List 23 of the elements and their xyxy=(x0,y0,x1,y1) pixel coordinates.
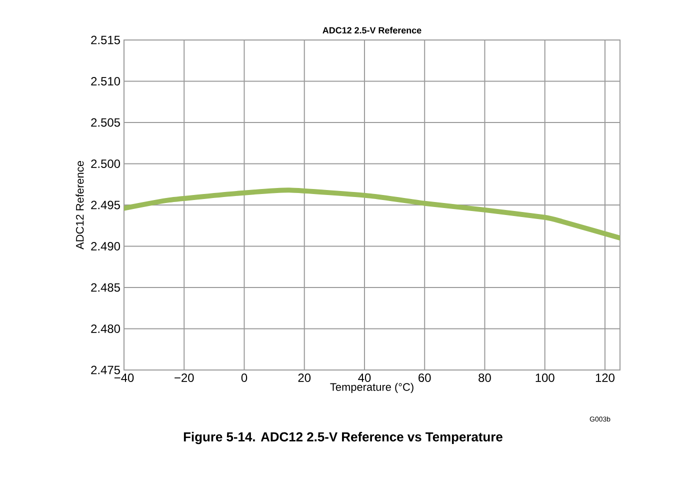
caption: Figure 5-14. ADC12 2.5-V Reference vs Temperature xyxy=(184,432,502,444)
x-tick-label: 40 xyxy=(358,374,371,382)
x-tick-label: 0 xyxy=(241,374,248,382)
x-tick-label: 80 xyxy=(478,374,491,382)
y-tick-label: 2.495 xyxy=(91,200,120,210)
x-tick-label: 120 xyxy=(596,374,614,382)
y-axis-title: ADC12 Reference xyxy=(76,161,84,250)
x-tick-label: 20 xyxy=(298,374,311,382)
y-tick-label: 2.485 xyxy=(91,283,120,292)
y-tick-label: 2.490 xyxy=(91,242,120,250)
x-tick-label: −20 xyxy=(174,374,194,382)
y-tick-label: 2.500 xyxy=(91,160,120,168)
y-tick-label: 2.480 xyxy=(91,324,120,333)
line-series xyxy=(124,188,620,240)
x-axis-title: Temperature (°C) xyxy=(330,382,414,394)
y-tick-label: 2.510 xyxy=(91,77,120,86)
x-tick-label: −40 xyxy=(114,374,134,382)
y-tick-label: 2.475 xyxy=(91,366,120,374)
y-tick-label: 2.505 xyxy=(91,118,120,127)
x-tick-label: 100 xyxy=(536,374,554,382)
x-tick-label: 60 xyxy=(418,374,431,382)
y-tick-label: 2.515 xyxy=(91,36,120,44)
chart-title: ADC12 2.5-V Reference xyxy=(322,26,422,34)
